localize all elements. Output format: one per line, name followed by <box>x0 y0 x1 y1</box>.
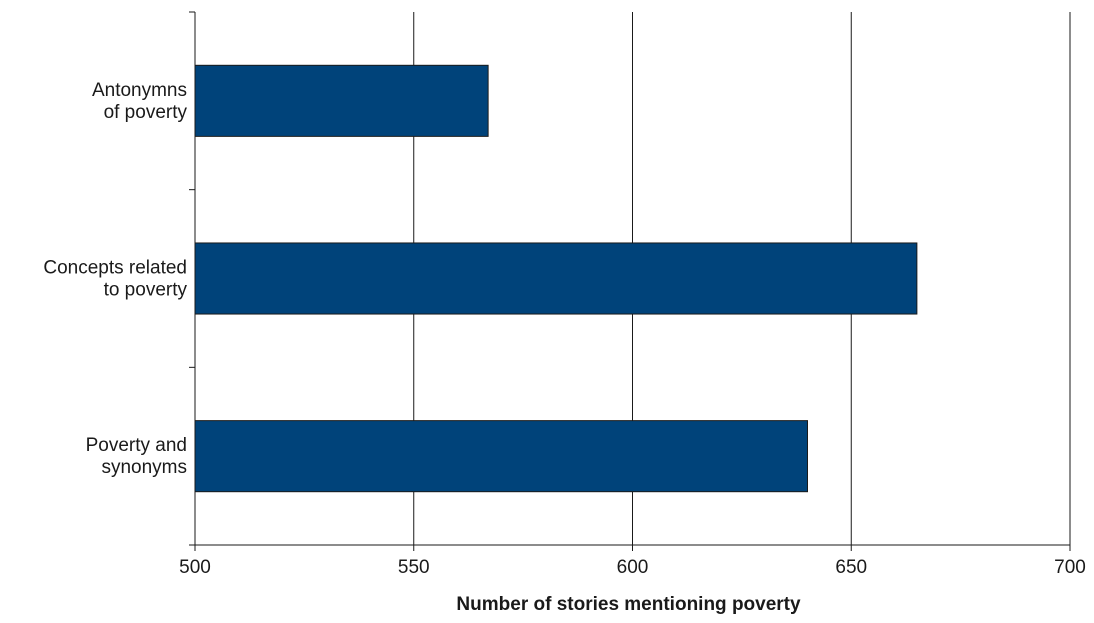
labels: 500 550 600 650 700 Antonymns of poverty Concep… <box>43 80 1086 578</box>
bar-2 <box>194 420 808 493</box>
bars <box>194 64 918 493</box>
x-tick-label-650: 650 <box>835 557 867 578</box>
x-tick-label-550: 550 <box>398 557 430 578</box>
category-label-0: Antonymns of poverty <box>92 80 188 123</box>
category-label-1: Concepts related to poverty <box>43 258 187 301</box>
x-tick-label-600: 600 <box>617 557 649 578</box>
axes <box>189 11 1071 551</box>
x-axis-title: Number of stories mentioning poverty <box>456 594 801 615</box>
x-tick-label-500: 500 <box>179 557 211 578</box>
bar-0 <box>194 64 489 137</box>
x-tick-label-700: 700 <box>1054 557 1086 578</box>
category-label-2: Poverty and synonyms <box>86 435 187 478</box>
bar-1 <box>194 242 918 315</box>
